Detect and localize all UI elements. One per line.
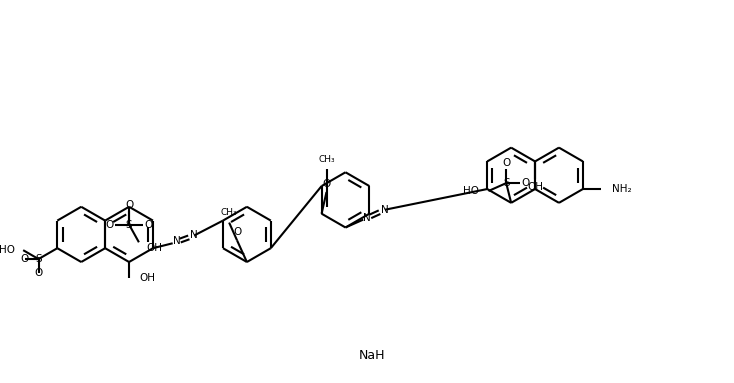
Text: N: N <box>191 231 198 241</box>
Text: O: O <box>522 178 530 188</box>
Text: HO: HO <box>462 186 479 196</box>
Text: CH₃: CH₃ <box>221 208 237 217</box>
Text: O: O <box>233 228 241 237</box>
Text: S: S <box>503 178 509 188</box>
Text: O: O <box>34 268 43 278</box>
Text: O: O <box>322 179 330 189</box>
Text: O: O <box>502 159 510 169</box>
Text: NH₂: NH₂ <box>612 184 632 194</box>
Text: CH₃: CH₃ <box>319 155 335 164</box>
Text: OH: OH <box>139 273 155 283</box>
Text: O: O <box>105 219 114 229</box>
Text: NaH: NaH <box>359 349 385 362</box>
Text: N: N <box>381 205 389 215</box>
Text: S: S <box>35 254 42 264</box>
Text: O: O <box>21 254 29 264</box>
Text: OH: OH <box>147 243 163 253</box>
Text: O: O <box>125 200 133 210</box>
Text: N: N <box>363 213 371 223</box>
Text: HO: HO <box>0 245 15 255</box>
Text: O: O <box>145 219 153 229</box>
Text: S: S <box>126 219 132 229</box>
Text: N: N <box>172 236 181 246</box>
Text: OH: OH <box>527 182 543 192</box>
